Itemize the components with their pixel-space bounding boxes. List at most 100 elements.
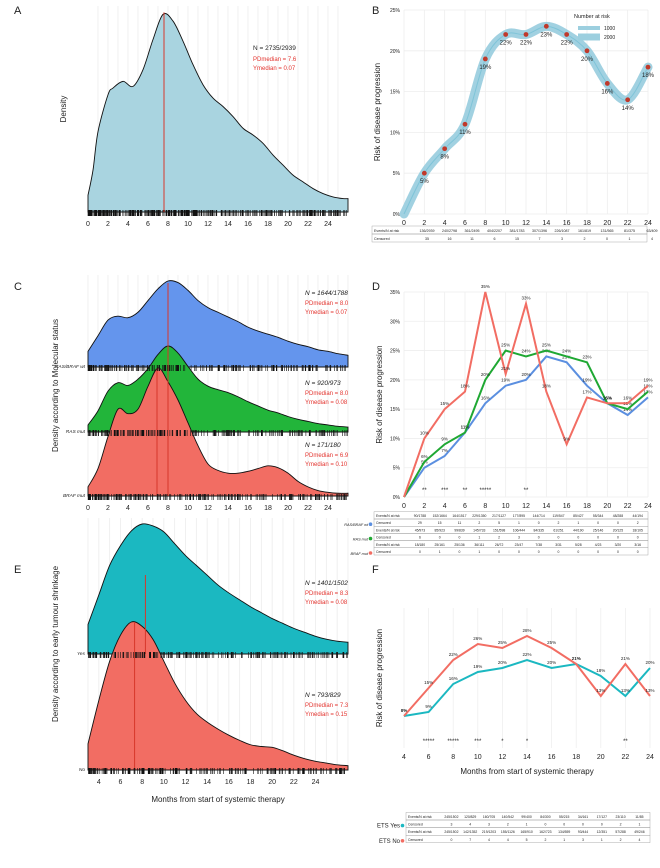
table-cell: 3 — [582, 838, 584, 842]
risk-point-label: 14% — [622, 106, 635, 112]
series-point-label: 23% — [582, 354, 591, 359]
table-cell: 245/1502 — [444, 815, 458, 819]
x-tick-label: 22 — [304, 505, 312, 512]
table-cell: 5 — [526, 838, 528, 842]
x-tick-label: 12 — [522, 220, 530, 227]
x-tick-label: 4 — [97, 779, 101, 786]
x-tick-label: 24 — [324, 221, 332, 228]
series-point-label: 20% — [481, 372, 490, 377]
table-row-label: Events/N at risk — [374, 229, 399, 233]
ridge-group-label: RAS/BRAF wt — [55, 364, 86, 370]
table-cell: 0 — [450, 838, 452, 842]
table-cell: 2 — [584, 237, 586, 241]
series-point-label: 25% — [542, 343, 551, 348]
panel-B: 0%5%10%15%20%25%5%8%11%19%22% 22%23%22%20… — [371, 8, 658, 243]
stat-pd-median: PDmedian = 7.6 — [253, 57, 297, 63]
x-tick-label: 20 — [284, 221, 292, 228]
table-cell: 1 — [518, 521, 520, 525]
table-cell: 0 — [498, 550, 500, 554]
x-tick-label: 22 — [290, 779, 298, 786]
table-cell: 404/2207 — [487, 229, 502, 233]
table-cell: 85/427 — [573, 514, 583, 518]
y-tick-label: 10% — [390, 436, 401, 442]
table-cell: 219/1203 — [482, 830, 496, 834]
risk-point — [523, 32, 529, 37]
series-point-label: 21% — [501, 366, 510, 371]
table-row-border — [371, 233, 648, 243]
table-cell: 131/565 — [601, 229, 614, 233]
table-cell: 152/1664 — [433, 514, 447, 518]
table-group-swatch — [400, 839, 405, 843]
table-cell: 25/136 — [454, 543, 464, 547]
stat-pd-median: PDmedian = 8.3 — [305, 591, 349, 597]
table-cell: 81/375 — [624, 229, 635, 233]
risk-point-label: 22% — [520, 40, 533, 46]
series-point-label: 10% — [420, 430, 429, 435]
table-cell: 145/733 — [473, 528, 485, 532]
table-cell: 1 — [601, 838, 603, 842]
table-cell: 7/38 — [535, 543, 542, 547]
series-point-label: 13% — [596, 688, 605, 693]
risk-point — [421, 170, 427, 176]
table-cell: 6 — [419, 536, 421, 540]
x-tick-label: 0 — [402, 503, 406, 510]
table-cell: 3/31 — [555, 543, 562, 547]
table-cell: 0 — [419, 550, 421, 554]
series-point-label: 21% — [572, 656, 581, 661]
table-cell: 245/1502 — [444, 830, 458, 834]
x-tick-label: 24 — [644, 503, 652, 510]
x-tick-label: 10 — [502, 503, 510, 510]
table-cell: 11 — [470, 237, 474, 241]
table-cell: 2 — [507, 823, 509, 827]
table-cell: 144/714 — [533, 514, 545, 518]
table-cell: 7 — [539, 237, 541, 241]
series-point-label: 13% — [645, 688, 654, 693]
table-group-label: RAS mut — [353, 538, 369, 542]
table-cell: 11 — [458, 521, 462, 525]
x-tick-label: 12 — [204, 221, 212, 228]
series-point-label: 25% — [501, 343, 510, 348]
x-tick-label: 0 — [86, 505, 90, 512]
x-tick-label: 18 — [583, 220, 591, 227]
y-tick-label: 0% — [393, 212, 401, 218]
legend-label-2000: 2000 — [604, 35, 615, 41]
x-tick-label: 10 — [502, 220, 510, 227]
x-tick-label: 8 — [483, 503, 487, 510]
risk-point — [625, 97, 631, 103]
table-cell: 4 — [488, 838, 490, 842]
table-cell: 44/194 — [633, 514, 643, 518]
ridge-0-rug — [87, 365, 346, 371]
table-cell: 1 — [577, 521, 579, 525]
x-tick-label: 16 — [244, 221, 252, 228]
table-cell: 151/598 — [493, 528, 505, 532]
table-cell: 226/1087 — [555, 229, 570, 233]
x-tick-label: 12 — [182, 779, 190, 786]
ridge-1-rug-ticks — [87, 430, 348, 436]
table-cell: 6 — [494, 237, 496, 241]
ridge-group-label: No — [79, 767, 85, 773]
x-tick-label: 6 — [463, 220, 467, 227]
table-cell: 36/111 — [474, 543, 484, 547]
y-tick-label: 30% — [390, 319, 401, 325]
y-axis-label: Density according to early tumour shrink… — [51, 565, 60, 722]
stat-y-median: Ymedian = 0.08 — [305, 400, 348, 406]
table-cell: 44/190 — [573, 528, 583, 532]
panel-A-rug-ticks — [87, 210, 347, 216]
x-tick-label: 18 — [264, 505, 272, 512]
series-point-label: 16% — [623, 395, 632, 400]
series-point-label: 11% — [461, 425, 470, 430]
series-point-label: 16% — [603, 395, 612, 400]
table-cell: 217/1127 — [492, 514, 506, 518]
table-cell: 3/20 — [615, 543, 622, 547]
x-tick-label: 0 — [86, 221, 90, 228]
table-cell: 3 — [561, 237, 563, 241]
risk-point — [442, 146, 448, 152]
series-point-label: 16% — [449, 676, 458, 681]
table-cell: 2 — [637, 521, 639, 525]
table-cell: 140/542 — [502, 815, 514, 819]
table-cell: 55/215 — [559, 815, 569, 819]
table-group-label: ETS No — [379, 839, 401, 845]
panel-D: 0%5%10%15%20%25%30%35%5%7%11%16%19%20%24… — [344, 284, 652, 556]
